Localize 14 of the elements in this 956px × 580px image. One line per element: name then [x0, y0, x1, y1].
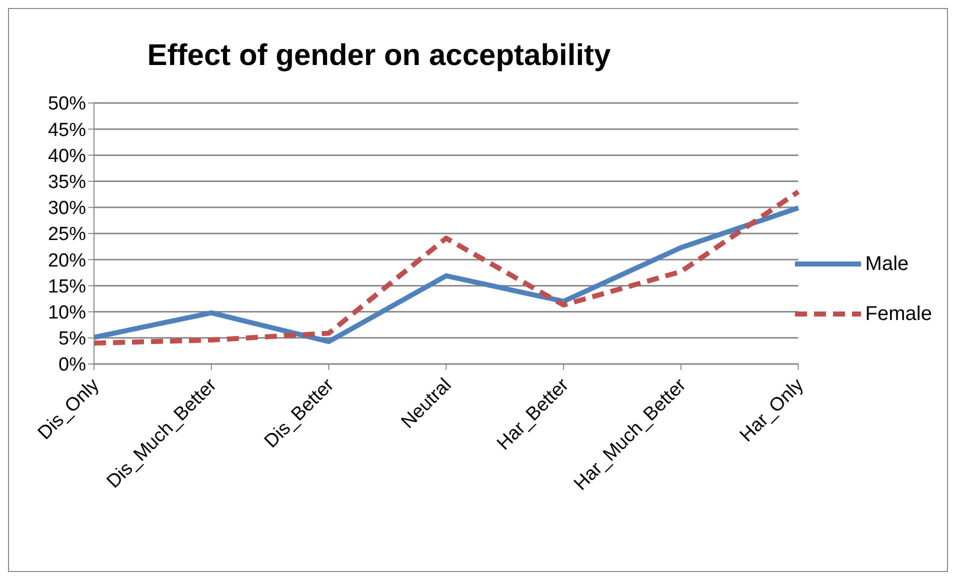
y-tick-label: 40% [48, 146, 86, 167]
chart-title: Effect of gender on acceptability [146, 39, 612, 73]
y-tick-label: 20% [48, 250, 86, 272]
y-tick-label: 25% [48, 224, 86, 246]
y-tick-label: 10% [48, 302, 86, 324]
y-tick-label: 45% [48, 120, 86, 141]
y-tick-label: 0% [58, 354, 86, 376]
legend-label: Male [865, 252, 909, 276]
y-tick-label: 30% [48, 198, 86, 220]
y-tick-label: 35% [48, 172, 86, 194]
y-tick-label: 50% [48, 94, 86, 115]
legend-label: Female [865, 302, 932, 326]
y-tick-label: 15% [48, 276, 86, 298]
y-tick-label: 5% [58, 328, 86, 350]
